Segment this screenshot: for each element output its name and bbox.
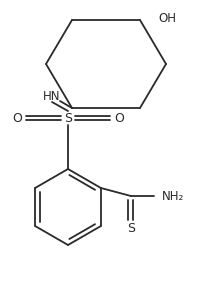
Text: S: S [64,112,72,125]
Text: OH: OH [158,12,176,25]
Text: O: O [114,112,124,125]
Text: HN: HN [43,89,61,102]
Text: O: O [12,112,22,125]
Text: S: S [127,223,135,236]
Text: NH₂: NH₂ [162,189,184,202]
